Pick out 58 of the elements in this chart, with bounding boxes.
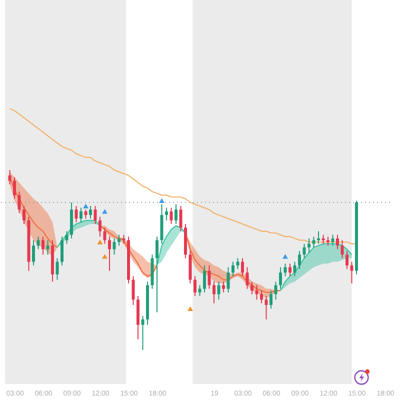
candlestick xyxy=(60,236,64,266)
candlestick xyxy=(13,176,16,200)
candlestick xyxy=(293,261,296,277)
candlestick xyxy=(250,281,254,295)
candlestick xyxy=(156,236,158,313)
candlestick xyxy=(108,236,111,272)
candlestick xyxy=(65,230,68,244)
candlestick xyxy=(42,236,44,256)
candlestick xyxy=(118,234,120,246)
candlestick xyxy=(350,261,354,284)
candlestick xyxy=(89,206,92,220)
candlestick xyxy=(336,234,339,250)
candlestick xyxy=(264,296,268,320)
candlestick xyxy=(74,206,78,223)
candlestick xyxy=(103,227,106,244)
candlestick xyxy=(203,264,206,293)
candlestick xyxy=(312,236,316,248)
candlestick xyxy=(18,191,21,214)
candlestick xyxy=(8,170,12,185)
candlestick xyxy=(94,206,97,224)
candlestick xyxy=(80,207,82,223)
candlestick xyxy=(302,243,306,259)
candlestick xyxy=(232,261,234,277)
candlestick xyxy=(308,238,310,254)
candlestick xyxy=(98,216,102,238)
candlestick xyxy=(22,206,26,224)
candlestick xyxy=(340,240,344,259)
candlestick xyxy=(241,258,244,277)
candlestick xyxy=(179,206,182,232)
candlestick xyxy=(56,258,59,280)
candlestick xyxy=(194,276,196,296)
candlestick xyxy=(132,276,135,306)
candlestick xyxy=(260,290,263,304)
candlestick xyxy=(246,266,249,290)
candlestick xyxy=(32,240,35,266)
candlestick xyxy=(284,263,287,277)
candlestick xyxy=(141,315,144,350)
candlestick xyxy=(274,281,278,300)
candlestick xyxy=(36,236,40,250)
candlestick xyxy=(288,263,292,277)
candlestick xyxy=(270,290,272,310)
candlestick xyxy=(255,284,258,300)
candlestick xyxy=(236,258,240,270)
candlestick xyxy=(212,281,216,304)
candlestick xyxy=(198,284,202,296)
candlestick xyxy=(174,204,178,224)
candlestick xyxy=(331,234,334,246)
candlestick xyxy=(208,264,211,290)
candlestick xyxy=(346,250,348,270)
candlestick xyxy=(46,240,50,256)
candlestick xyxy=(112,238,116,256)
candlestick xyxy=(279,266,282,290)
candlestick xyxy=(226,266,230,293)
candlestick xyxy=(217,281,220,300)
candlestick xyxy=(165,207,168,221)
candlestick xyxy=(222,281,225,293)
candlestick xyxy=(170,207,173,224)
candlestick xyxy=(298,250,301,270)
